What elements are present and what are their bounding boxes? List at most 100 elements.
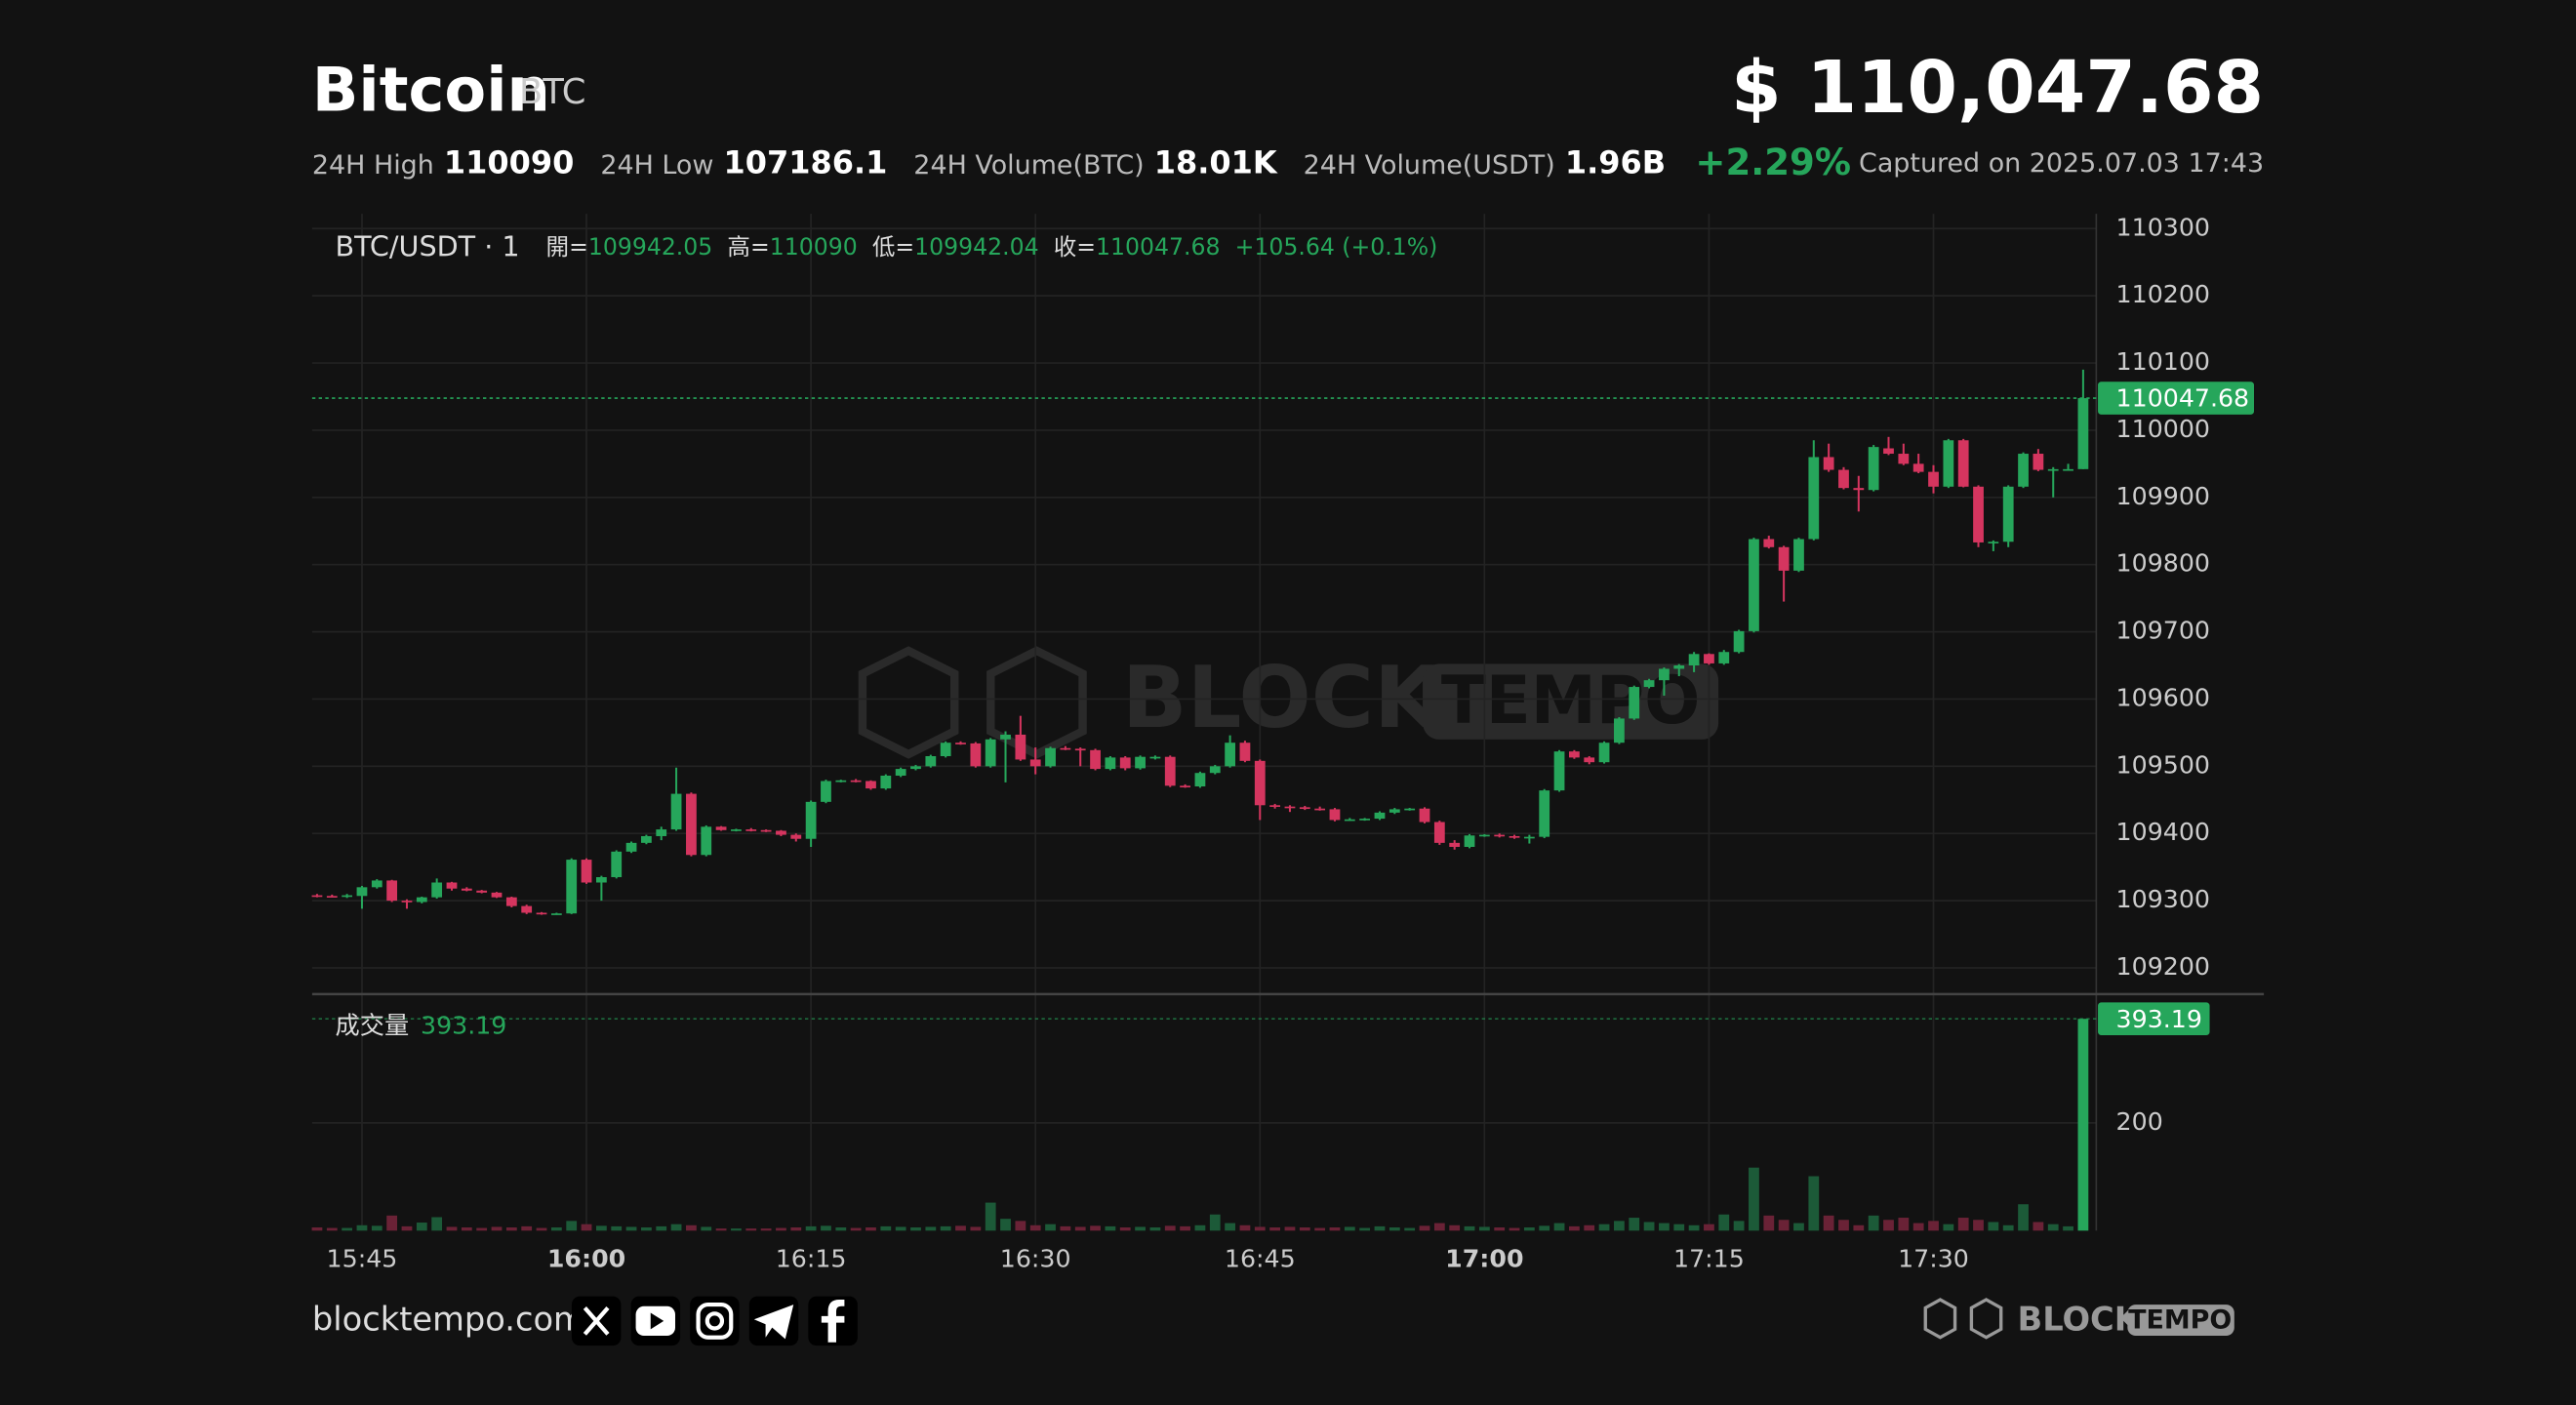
social-icons [571, 1296, 858, 1346]
volume-tick-label: 200 [2116, 1107, 2163, 1136]
candle-body [1464, 835, 1475, 847]
y-tick-label: 109700 [2116, 617, 2210, 645]
volume-bar [1478, 1226, 1490, 1231]
candle-body [1149, 756, 1161, 759]
chart-title: BTC/USDT · 1 [335, 229, 519, 262]
candle-body [326, 896, 338, 898]
candle-body [880, 775, 892, 789]
volume-bar [1912, 1223, 1924, 1231]
candle-body [686, 793, 697, 856]
logo-tempo-box [2127, 1305, 2234, 1337]
candle-body [446, 882, 458, 889]
candle-body [641, 835, 652, 843]
candle-body [821, 781, 831, 802]
candle-body [356, 887, 368, 897]
candle-body [1793, 539, 1804, 571]
watermark-mark [858, 646, 1087, 759]
candle-body [1284, 806, 1296, 809]
volume-bar [1778, 1220, 1790, 1231]
volume-bar [1823, 1215, 1834, 1231]
candle-body [1868, 447, 1879, 491]
candle-body [1389, 809, 1400, 813]
candle-body [805, 801, 817, 839]
candle-body [910, 766, 921, 770]
legend-label: 高= [727, 233, 769, 261]
volume-bar [311, 1226, 323, 1231]
candle-body [1344, 819, 1355, 822]
volume-bar [1105, 1225, 1116, 1231]
volume-bar [386, 1215, 398, 1231]
candle-body [1584, 757, 1595, 763]
volume-bar [1209, 1214, 1221, 1231]
volume-bar [1254, 1226, 1266, 1231]
x-tick-label: 17:15 [1673, 1245, 1745, 1273]
candle-body [1090, 749, 1101, 770]
volume-bar [536, 1227, 547, 1231]
x-tick-label: 16:00 [547, 1245, 625, 1273]
candle-body [1164, 756, 1176, 786]
volume-bar [1733, 1221, 1745, 1231]
y-tick-label: 109500 [2116, 750, 2210, 779]
volume-bar [550, 1226, 562, 1231]
volume-bar [1868, 1215, 1879, 1231]
candle-body [670, 793, 682, 830]
volume-bar [505, 1226, 517, 1231]
volume-bar [745, 1228, 757, 1231]
candle-body [656, 829, 667, 836]
volume-bar [342, 1227, 353, 1231]
y-tick-label: 109200 [2116, 952, 2210, 981]
x-tick-label: 16:15 [776, 1245, 847, 1273]
candle-body [1509, 835, 1520, 838]
candle-body [1883, 448, 1894, 455]
instagram-glyph [696, 1302, 734, 1340]
volume-bar [701, 1226, 712, 1231]
candle-body [1494, 834, 1506, 837]
volume-legend-value: 393.19 [421, 1012, 506, 1040]
volume-bar [670, 1224, 682, 1231]
volume-bar [1883, 1220, 1894, 1231]
candle-body [1329, 809, 1341, 821]
y-tick-label: 109600 [2116, 683, 2210, 711]
candle-body [581, 860, 592, 883]
volume-bar [955, 1225, 966, 1231]
volume-bar [446, 1226, 458, 1231]
volume-bar [1793, 1223, 1804, 1231]
candle-body [1478, 834, 1490, 837]
plot: BLOCK TEMPO109200109300109400109500109600… [311, 213, 2265, 1273]
candle-body [386, 880, 398, 902]
footer-logo: BLOCK TEMPO [1923, 1298, 2234, 1340]
x-glyph [583, 1306, 610, 1336]
candle-body [1523, 836, 1535, 839]
volume-bar [1194, 1224, 1206, 1231]
stat-value: 1.96B [1565, 144, 1666, 181]
candle-body [1704, 654, 1714, 663]
volume-bar [461, 1226, 472, 1231]
volume-bar [1433, 1223, 1445, 1231]
candle-body [715, 826, 727, 830]
volume-bar [2047, 1224, 2059, 1231]
volume-bar [1763, 1215, 1775, 1231]
volume-bar [1749, 1167, 1759, 1231]
volume-bar [850, 1227, 862, 1231]
candle-body [1912, 463, 1924, 472]
x-tick-label: 16:30 [1000, 1245, 1071, 1273]
candle-body [536, 912, 547, 915]
candle-body [1433, 822, 1445, 843]
volume-bar [1523, 1226, 1535, 1231]
volume-bar [595, 1225, 607, 1231]
candle-body [776, 830, 786, 835]
candle-body [731, 829, 742, 831]
volume-title: 成交量 [335, 1012, 409, 1040]
watermark-block: BLOCK [1122, 648, 1443, 747]
candle-body [1838, 469, 1849, 489]
volume-bar [776, 1227, 786, 1231]
candle-body [2018, 454, 2029, 487]
candle-body [1314, 808, 1326, 811]
volume-bar [2063, 1225, 2073, 1231]
volume-bar [566, 1221, 578, 1231]
volume-bar [356, 1224, 368, 1231]
y-tick-label: 109800 [2116, 549, 2210, 578]
stat-label: 24H Volume(USDT) [1304, 150, 1555, 181]
legend-value: 109942.05 [588, 233, 712, 261]
